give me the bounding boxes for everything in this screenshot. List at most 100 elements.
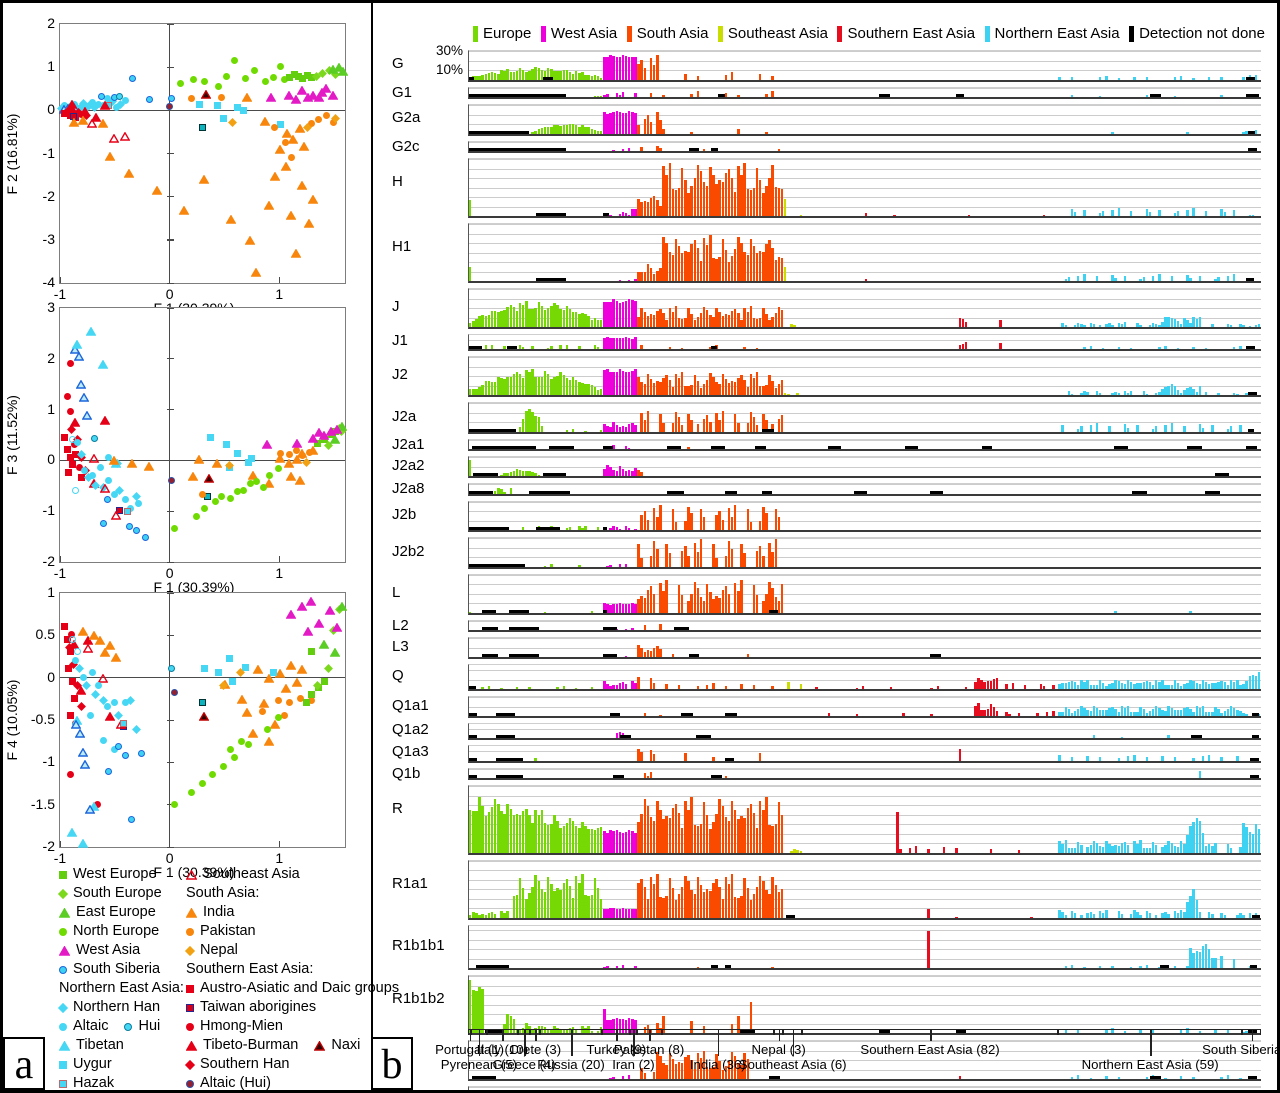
y-tick-label: -3 bbox=[42, 230, 55, 247]
freq-bar bbox=[974, 705, 977, 716]
detection-not-done-mark bbox=[1246, 346, 1256, 350]
freq-bar bbox=[724, 876, 728, 918]
freq-bar bbox=[1133, 754, 1136, 761]
freq-bar bbox=[652, 1072, 656, 1080]
freq-bar bbox=[749, 238, 753, 281]
in-marker bbox=[242, 93, 253, 103]
freq-bar bbox=[771, 552, 774, 567]
freq-bar bbox=[758, 385, 762, 396]
wa-marker bbox=[59, 945, 70, 956]
haplogroup-row-H1: H1 bbox=[392, 223, 1261, 283]
haplogroup-row-J2a2: J2a2 bbox=[392, 456, 1261, 479]
ne-marker bbox=[233, 487, 241, 495]
gridline bbox=[469, 795, 1261, 797]
freq-bar bbox=[603, 423, 606, 432]
freq-bar bbox=[509, 1015, 512, 1034]
freq-bar bbox=[631, 1018, 634, 1034]
sea-marker bbox=[186, 869, 197, 880]
freq-bar bbox=[687, 601, 690, 613]
freq-bar bbox=[659, 382, 662, 396]
detection-not-done-mark bbox=[613, 775, 624, 778]
freq-bar bbox=[1201, 946, 1205, 969]
freq-bar bbox=[1192, 77, 1195, 80]
freq-bar bbox=[1092, 706, 1096, 716]
freq-bar bbox=[659, 308, 662, 327]
ne-marker bbox=[220, 762, 228, 770]
freq-bar bbox=[581, 873, 584, 918]
in-marker bbox=[275, 453, 286, 463]
ee-marker bbox=[59, 907, 70, 918]
freq-bar bbox=[621, 468, 625, 477]
wa-marker bbox=[332, 424, 343, 434]
freq-bar bbox=[637, 882, 640, 918]
ne-marker bbox=[200, 77, 208, 85]
freq-bar bbox=[646, 775, 650, 778]
legend-marker-wrap bbox=[186, 869, 197, 880]
freq-bar bbox=[755, 595, 759, 613]
freq-bar bbox=[865, 212, 868, 216]
in-marker bbox=[269, 171, 280, 181]
freq-bar bbox=[656, 381, 659, 396]
freq-bar bbox=[509, 488, 512, 494]
freq-bar bbox=[1164, 317, 1167, 327]
freq-bar bbox=[475, 913, 478, 918]
freq-bar bbox=[637, 316, 640, 327]
freq-bar bbox=[671, 509, 675, 531]
freq-bar bbox=[624, 446, 628, 450]
uy-marker bbox=[59, 1060, 67, 1069]
gridline bbox=[469, 308, 1261, 309]
freq-bar bbox=[531, 471, 534, 477]
freq-bar bbox=[559, 1029, 562, 1034]
freq-bar bbox=[603, 909, 606, 918]
freq-bar bbox=[1145, 965, 1149, 969]
freq-bar bbox=[475, 388, 478, 396]
freq-bar bbox=[506, 69, 509, 80]
freq-bar bbox=[609, 55, 612, 80]
region-legend-label: Detection not done bbox=[1139, 25, 1265, 42]
freq-bar bbox=[1123, 424, 1127, 432]
freq-bar bbox=[1223, 915, 1227, 918]
freq-bar bbox=[1083, 966, 1086, 969]
y-axis-title: F 2 (16.81%) bbox=[4, 113, 20, 194]
freq-bar bbox=[1011, 683, 1014, 689]
freq-bar bbox=[621, 301, 625, 327]
al-marker bbox=[104, 703, 112, 711]
gridline bbox=[469, 638, 1261, 640]
freq-bar bbox=[531, 412, 534, 432]
freq-bar bbox=[687, 252, 690, 281]
in-marker bbox=[251, 268, 262, 277]
group-leader-line bbox=[930, 1029, 932, 1041]
haplogroup-row-J1: J1 bbox=[392, 332, 1261, 352]
freq-bar bbox=[603, 1008, 606, 1034]
freq-bar bbox=[481, 988, 484, 1034]
freq-bar bbox=[774, 186, 778, 216]
freq-bar bbox=[1192, 317, 1195, 327]
detection-not-done-mark bbox=[769, 1076, 780, 1080]
detection-not-done-mark bbox=[904, 446, 918, 450]
freq-bar bbox=[596, 526, 600, 531]
freq-bar bbox=[718, 311, 721, 327]
freq-bar bbox=[1117, 681, 1121, 689]
in-marker bbox=[294, 475, 305, 485]
freq-bar bbox=[1192, 888, 1195, 918]
freq-bar bbox=[671, 888, 675, 918]
freq-bar bbox=[631, 603, 634, 613]
hm-marker bbox=[66, 359, 74, 367]
freq-bar bbox=[1111, 275, 1114, 281]
hm-marker bbox=[68, 631, 76, 639]
al-marker bbox=[95, 682, 103, 690]
al-marker bbox=[72, 656, 80, 664]
freq-bar bbox=[506, 910, 509, 918]
freq-bar bbox=[1139, 1028, 1142, 1034]
pk-marker bbox=[330, 119, 338, 127]
legend-item-label: Nepal bbox=[200, 942, 238, 958]
freq-bar bbox=[624, 1019, 628, 1034]
in-marker bbox=[290, 248, 301, 258]
freq-bar bbox=[518, 815, 522, 853]
freq-bar bbox=[1167, 913, 1170, 918]
region-color-swatch bbox=[540, 25, 546, 42]
freq-bar bbox=[609, 113, 612, 134]
freq-bar bbox=[674, 190, 678, 216]
freq-bar bbox=[593, 877, 597, 918]
we-marker bbox=[308, 74, 316, 82]
